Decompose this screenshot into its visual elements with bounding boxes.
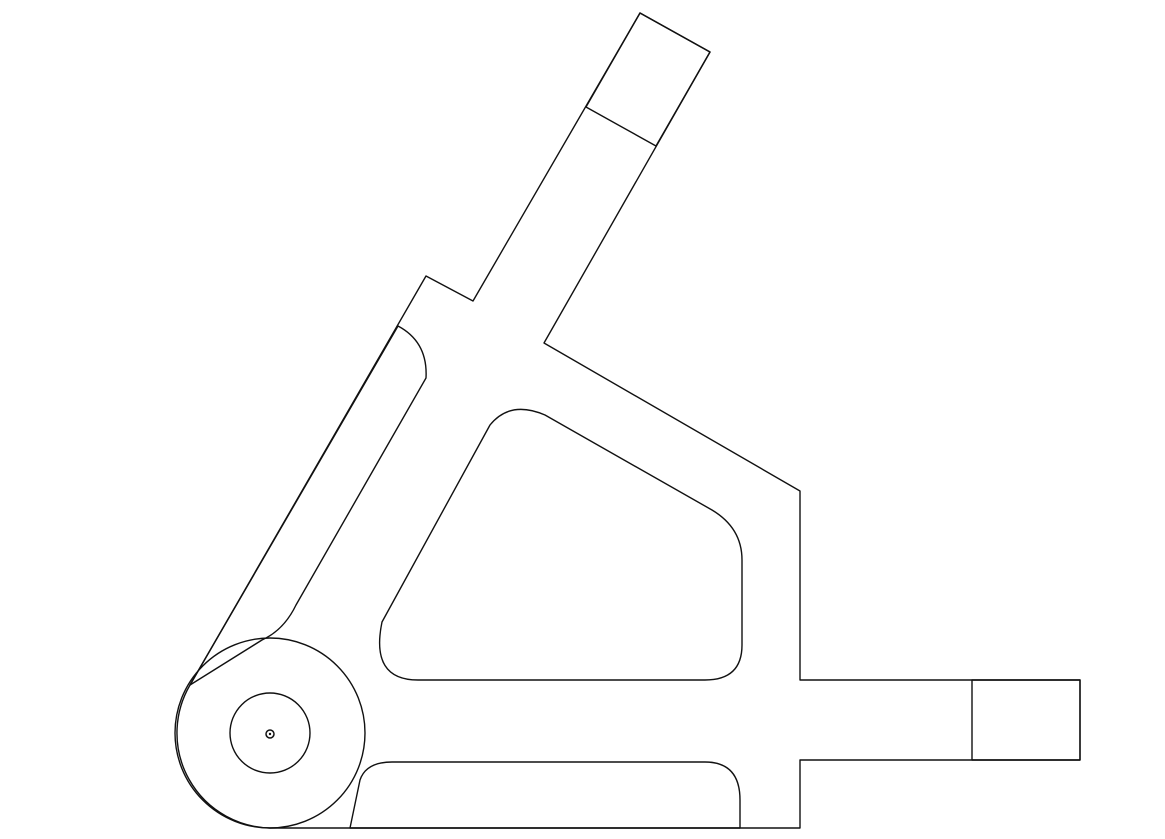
bracket-body[interactable]	[176, 12, 1081, 829]
center-point-dot	[268, 732, 272, 736]
right-arm-end-face	[971, 679, 1081, 761]
bottom-pocket	[349, 761, 741, 829]
center-point-icon	[265, 729, 275, 739]
center-pocket	[378, 408, 743, 681]
pivot-boss[interactable]	[174, 637, 366, 829]
left-slot-pocket	[189, 325, 427, 686]
through-hole[interactable]	[229, 692, 311, 774]
upper-arm-end-face	[585, 12, 711, 147]
